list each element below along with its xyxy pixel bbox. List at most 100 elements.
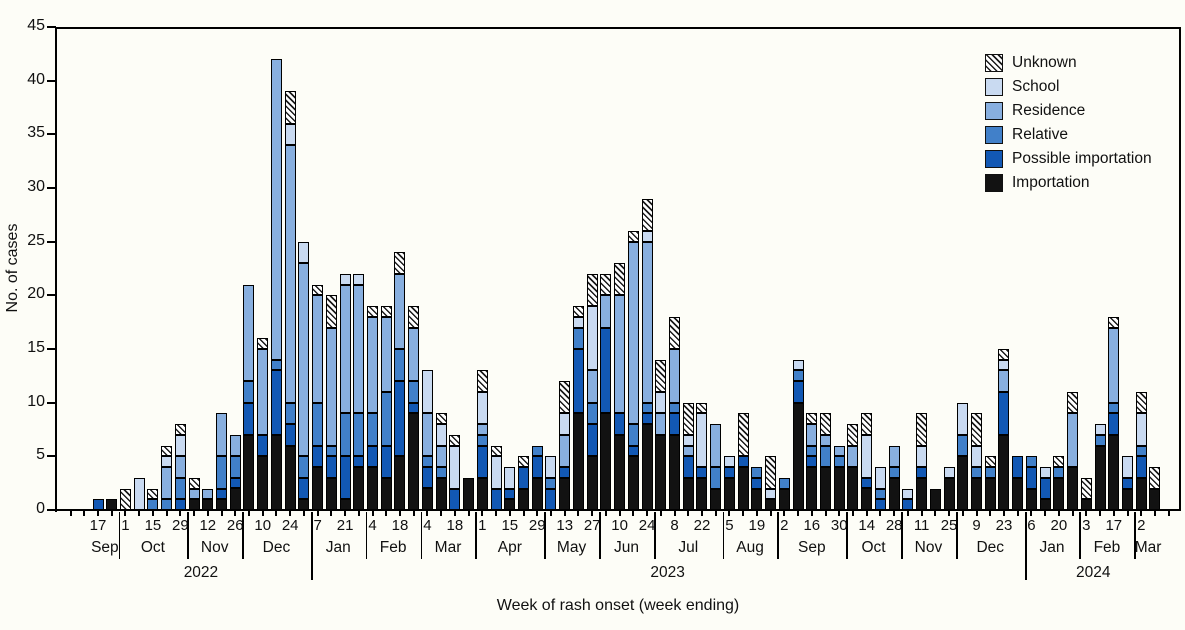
month-separator: [722, 512, 725, 559]
bar-segment-possible_importation: [682, 456, 694, 478]
bar-segment-possible_importation: [229, 477, 241, 489]
x-tick-mark: [69, 511, 72, 516]
bar-segment-school: [353, 273, 365, 285]
bar: [902, 488, 914, 510]
bar-segment-importation: [325, 477, 337, 510]
bar: [284, 91, 296, 510]
week-label: 17: [1105, 517, 1123, 534]
bar-segment-residence: [614, 295, 626, 414]
bar: [339, 273, 351, 510]
bar-segment-residence: [380, 316, 392, 392]
bar: [957, 402, 969, 510]
bar-segment-possible_importation: [270, 370, 282, 435]
bar-segment-relative: [408, 381, 420, 403]
bar-segment-unknown: [861, 413, 873, 435]
bar-segment-residence: [421, 413, 433, 457]
bar-segment-school: [874, 467, 886, 489]
y-tick-label: 25: [27, 231, 45, 249]
bar: [1039, 467, 1051, 510]
x-tick-mark: [1099, 511, 1102, 516]
bar-segment-importation: [984, 477, 996, 510]
month-label: Aug: [736, 539, 764, 556]
bar: [518, 456, 530, 510]
bar-segment-residence: [600, 295, 612, 328]
bar-segment-residence: [353, 284, 365, 414]
bar-segment-importation: [353, 467, 365, 510]
y-tick-mark: [47, 133, 56, 136]
bar: [243, 284, 255, 510]
bar-segment-importation: [641, 424, 653, 510]
month-separator: [846, 512, 848, 559]
x-tick-mark: [1057, 511, 1060, 516]
bar: [916, 413, 928, 510]
bar-segment-importation: [531, 477, 543, 510]
bar-segment-school: [696, 413, 708, 468]
bar-segment-importation: [312, 467, 324, 510]
bar: [1053, 456, 1065, 510]
bar-segment-possible_importation: [243, 402, 255, 435]
bar-segment-residence: [257, 348, 269, 435]
year-divider: [1024, 512, 1027, 580]
x-tick-mark: [316, 511, 319, 516]
x-tick-mark: [851, 511, 854, 516]
bar-segment-importation: [971, 477, 983, 510]
y-tick-mark: [47, 240, 56, 243]
bar-segment-residence: [188, 488, 200, 500]
x-tick-mark: [563, 511, 566, 516]
bar-segment-importation: [806, 467, 818, 510]
week-label: 30: [830, 517, 848, 534]
bar: [545, 456, 557, 510]
bar-segment-relative: [1094, 434, 1106, 446]
week-label: 29: [172, 517, 189, 534]
x-tick-mark: [179, 511, 182, 516]
bar-segment-relative: [312, 402, 324, 446]
x-tick-mark: [398, 511, 401, 516]
bar-segment-residence: [367, 316, 379, 414]
bar-segment-school: [641, 230, 653, 242]
bar-segment-importation: [421, 488, 433, 510]
bar-segment-residence: [161, 467, 173, 500]
x-tick-mark: [1044, 511, 1047, 516]
bar-segment-possible_importation: [216, 488, 228, 500]
bar-segment-unknown: [765, 456, 777, 489]
week-label: 1: [121, 517, 130, 534]
bar-segment-relative: [971, 467, 983, 478]
bar: [806, 413, 818, 510]
bar-segment-unknown: [820, 413, 832, 435]
bar: [504, 467, 516, 510]
bar-segment-importation: [1025, 488, 1037, 510]
x-tick-mark: [948, 511, 951, 516]
week-label: 28: [885, 517, 903, 534]
month-label: Dec: [262, 539, 291, 556]
bar: [627, 230, 639, 510]
week-label: 27: [583, 517, 601, 534]
y-tick-label: 10: [27, 392, 45, 410]
bar-segment-possible_importation: [504, 488, 516, 500]
x-tick-mark: [83, 511, 86, 516]
bar-segment-importation: [820, 467, 832, 510]
bar: [270, 59, 282, 510]
bar-segment-importation: [696, 477, 708, 510]
x-tick-mark: [234, 511, 237, 516]
bar-segment-importation: [435, 477, 447, 510]
bar-segment-residence: [270, 59, 282, 360]
bar-segment-residence: [243, 284, 255, 382]
x-tick-mark: [151, 511, 154, 516]
x-tick-mark: [453, 511, 456, 516]
bar-segment-importation: [778, 488, 790, 510]
bar-segment-relative: [229, 456, 241, 478]
bar-segment-unknown: [1080, 477, 1092, 500]
month-separator: [420, 512, 423, 559]
x-tick-mark: [1030, 511, 1033, 516]
bar-segment-relative: [435, 467, 447, 478]
week-label: 5: [725, 517, 734, 534]
bar: [188, 477, 200, 510]
bar-segment-unknown: [161, 445, 173, 457]
month-label: Nov: [200, 539, 229, 556]
bar: [943, 467, 955, 510]
bar-segment-importation: [270, 434, 282, 510]
x-tick-mark: [1167, 511, 1170, 516]
y-tick-mark: [47, 509, 56, 511]
bar-segment-importation: [861, 488, 873, 510]
